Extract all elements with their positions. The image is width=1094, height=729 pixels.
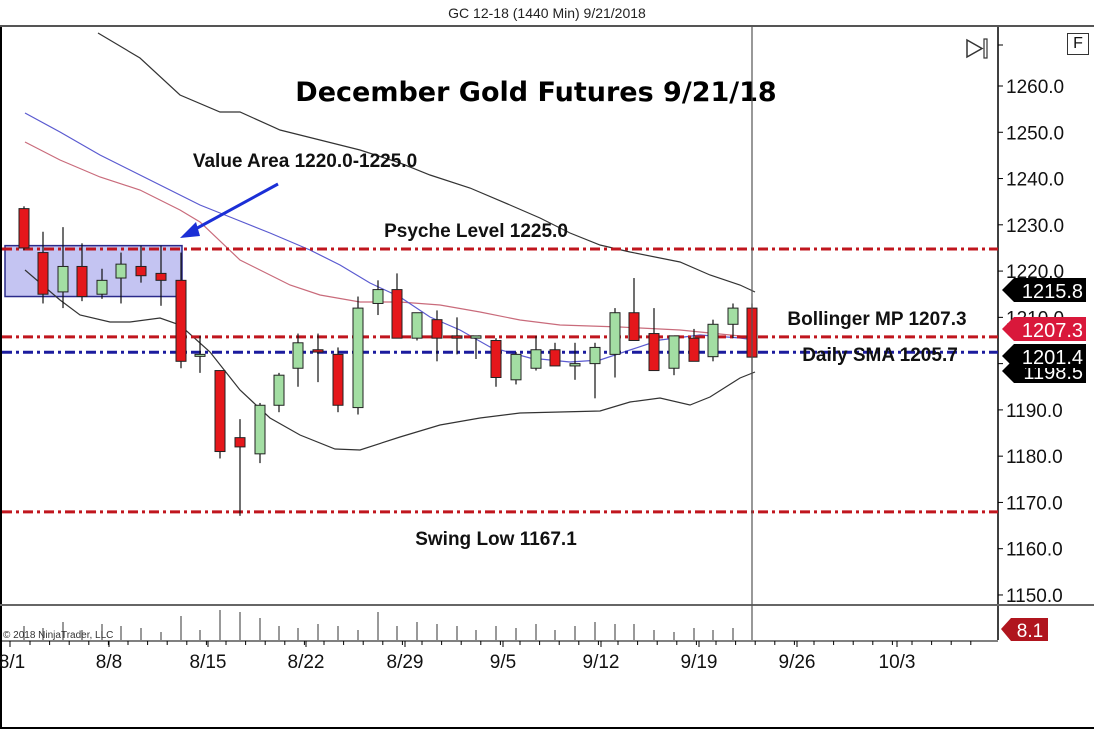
candle-down bbox=[214, 370, 226, 453]
candle-up bbox=[510, 353, 522, 381]
jump-to-end-icon bbox=[966, 38, 984, 59]
volume-marker bbox=[1001, 618, 1048, 641]
candle-up bbox=[668, 335, 680, 369]
price-marker-label: 1207.3 bbox=[1022, 320, 1083, 342]
candle-up bbox=[273, 374, 285, 406]
candle-up bbox=[569, 363, 581, 367]
price-marker bbox=[1002, 278, 1086, 302]
price-tick-label: 1260.0 bbox=[1006, 77, 1064, 98]
date-label: 8/1 bbox=[0, 652, 25, 673]
date-label: 9/5 bbox=[490, 652, 516, 673]
candle-up bbox=[411, 312, 423, 339]
date-label: 8/29 bbox=[387, 652, 424, 673]
swing-low-label: Swing Low 1167.1 bbox=[415, 529, 577, 550]
value-area-box bbox=[4, 244, 183, 298]
price-tick-label: 1250.0 bbox=[1006, 123, 1064, 144]
candle-down bbox=[648, 333, 660, 372]
date-label: 9/12 bbox=[583, 652, 620, 673]
candle-down bbox=[234, 437, 246, 448]
daily-sma-label: Daily SMA 1205.7 bbox=[802, 345, 958, 366]
date-label: 9/19 bbox=[681, 652, 718, 673]
date-label: 8/8 bbox=[96, 652, 122, 673]
bollinger-mp-label: Bollinger MP 1207.3 bbox=[787, 309, 966, 330]
candle-up bbox=[372, 289, 384, 304]
bollinger-upper-band bbox=[97, 32, 756, 293]
candle-up bbox=[530, 349, 542, 369]
candle-up bbox=[194, 353, 206, 357]
candle-up bbox=[96, 279, 108, 295]
price-tick-label: 1230.0 bbox=[1006, 216, 1064, 237]
price-marker bbox=[1002, 344, 1086, 368]
value-area-label: Value Area 1220.0-1225.0 bbox=[193, 151, 417, 172]
price-tick-label: 1160.0 bbox=[1006, 540, 1063, 561]
bollinger-lower-band bbox=[24, 269, 756, 451]
candle-up bbox=[57, 265, 69, 293]
volume-marker-label: 8.1 bbox=[1017, 621, 1043, 642]
candlestick-chart[interactable]: December Gold Futures 9/21/18 Value Area … bbox=[0, 27, 1094, 729]
candle-down bbox=[431, 319, 443, 339]
copyright-text: © 2018 NinjaTrader, LLC bbox=[3, 630, 113, 641]
psyche-level-label: Psyche Level 1225.0 bbox=[384, 221, 568, 242]
chart-area[interactable]: December Gold Futures 9/21/18 Value Area … bbox=[0, 27, 1094, 729]
window-title: GC 12-18 (1440 Min) 9/21/2018 bbox=[0, 0, 1094, 27]
candle-down bbox=[175, 279, 187, 362]
date-label: 9/26 bbox=[779, 652, 816, 673]
price-marker-label: 1215.8 bbox=[1022, 281, 1083, 303]
candle-up bbox=[727, 307, 739, 325]
candle-up bbox=[292, 342, 304, 369]
jump-to-end-bar-icon bbox=[983, 38, 988, 59]
candle-down bbox=[332, 353, 344, 406]
candle-up bbox=[589, 346, 601, 365]
candle-down bbox=[37, 252, 49, 295]
candle-up bbox=[707, 323, 719, 358]
price-tick-label: 1170.0 bbox=[1006, 493, 1063, 514]
candle-up bbox=[254, 404, 266, 455]
candle-up bbox=[609, 312, 621, 355]
candle-up bbox=[470, 335, 482, 339]
candle-down bbox=[155, 272, 167, 281]
candle-down bbox=[549, 349, 561, 367]
price-tick-label: 1240.0 bbox=[1006, 170, 1064, 191]
candle-down bbox=[628, 312, 640, 341]
candle-down bbox=[688, 337, 700, 362]
candle-down bbox=[135, 265, 147, 277]
price-tick-label: 1150.0 bbox=[1006, 586, 1063, 607]
chart-title: December Gold Futures 9/21/18 bbox=[295, 77, 776, 108]
f-button[interactable]: F bbox=[1067, 33, 1089, 55]
candle-down bbox=[451, 335, 463, 339]
candle-up bbox=[352, 307, 364, 409]
candle-down bbox=[18, 208, 30, 249]
candle-up bbox=[115, 263, 127, 279]
candle-down bbox=[312, 349, 324, 353]
price-tick-label: 1220.0 bbox=[1006, 262, 1064, 283]
candle-down bbox=[490, 339, 502, 379]
date-label: 8/15 bbox=[190, 652, 227, 673]
candle-down bbox=[391, 289, 403, 339]
date-label: 10/3 bbox=[879, 652, 916, 673]
price-marker-label: 1201.4 bbox=[1022, 347, 1083, 369]
arrow-head-icon bbox=[180, 222, 200, 238]
candle-down bbox=[76, 265, 88, 298]
price-tick-label: 1180.0 bbox=[1006, 447, 1063, 468]
value-area-arrow bbox=[189, 182, 279, 234]
price-marker bbox=[1002, 317, 1086, 341]
price-tick-label: 1190.0 bbox=[1006, 401, 1063, 422]
date-label: 8/22 bbox=[288, 652, 325, 673]
